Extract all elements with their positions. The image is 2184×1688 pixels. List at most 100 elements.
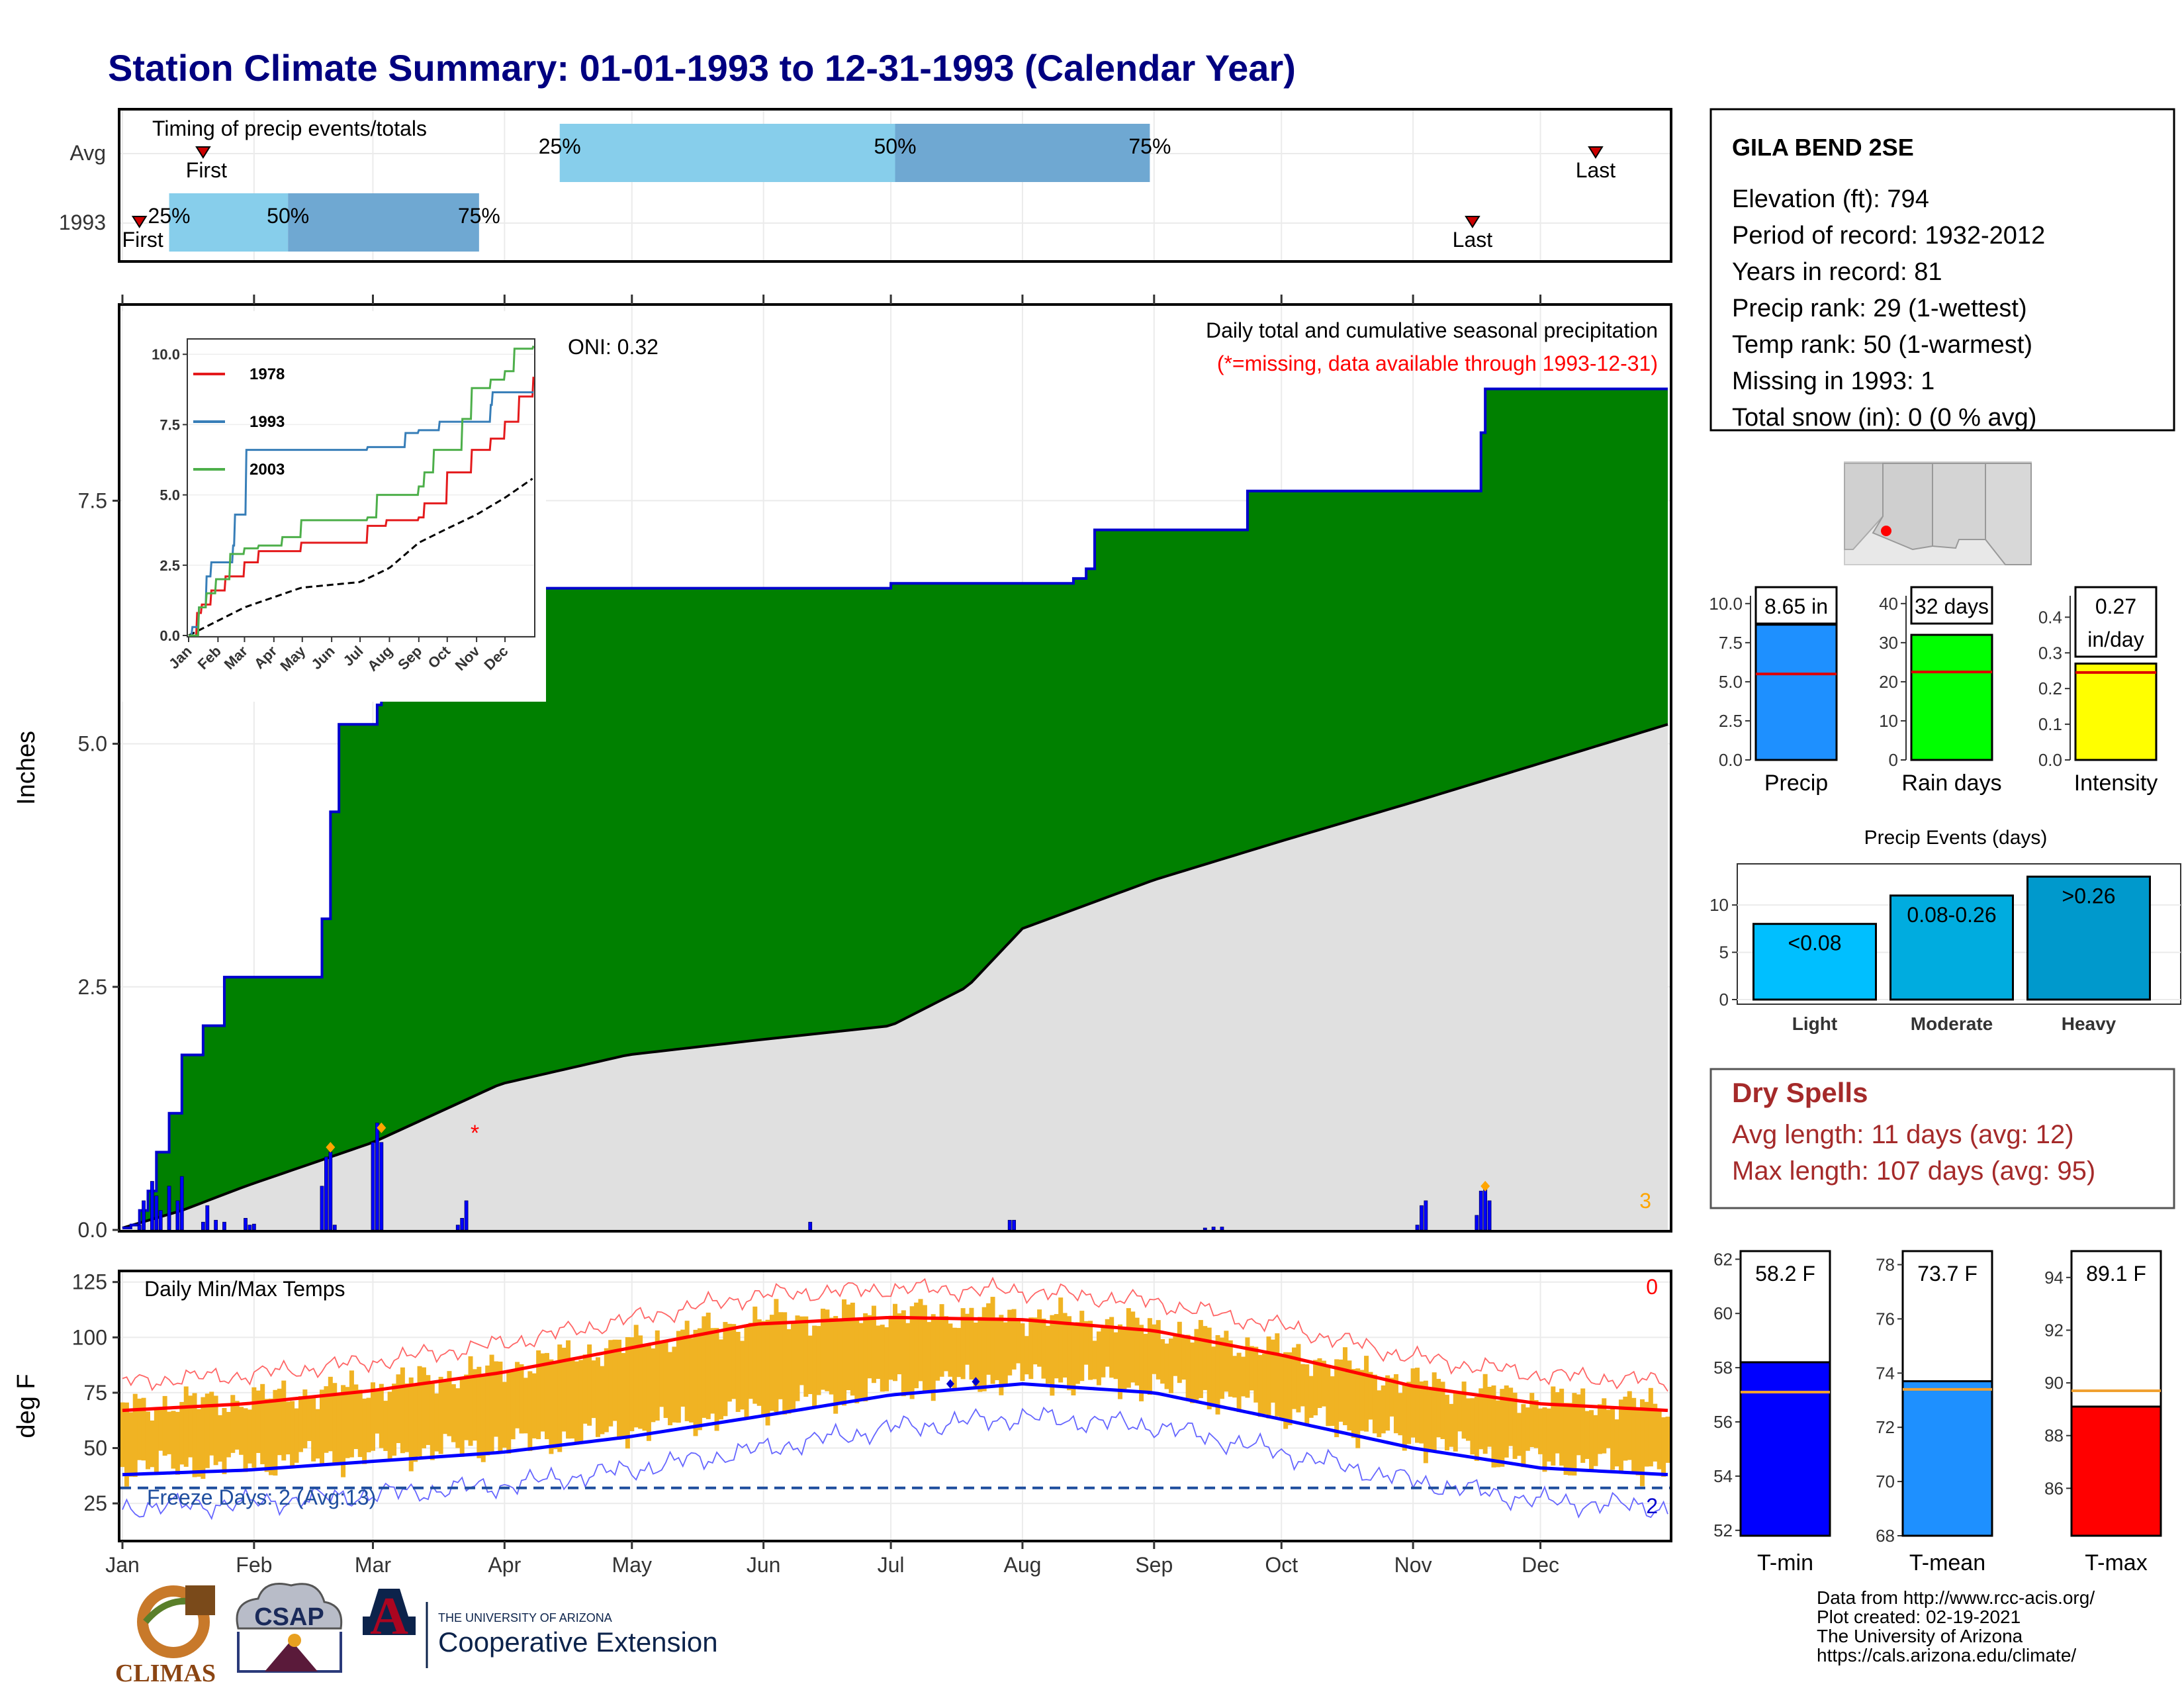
average-precip-area bbox=[122, 724, 1668, 1230]
daily-temp-bar bbox=[540, 1353, 545, 1432]
month-label: Jul bbox=[878, 1553, 905, 1577]
daily-precip-bar bbox=[1007, 1219, 1012, 1231]
avg-tmax-line bbox=[122, 1315, 1668, 1413]
daily-temp-bar bbox=[1194, 1329, 1199, 1400]
daily-temp-bar bbox=[922, 1305, 927, 1393]
daily-temp-bar bbox=[1079, 1311, 1085, 1382]
daily-temp-bar bbox=[1041, 1319, 1046, 1379]
timing-bar-q25-q50 bbox=[169, 193, 289, 252]
daily-temp-bar bbox=[1245, 1337, 1250, 1398]
daily-temp-bar bbox=[1139, 1325, 1144, 1401]
daily-temp-bar bbox=[744, 1324, 749, 1418]
station-line: Period of record: 1932-2012 bbox=[1732, 222, 2045, 250]
daily-temp-bar bbox=[748, 1323, 753, 1399]
temp-corner-bottom: 2 bbox=[1646, 1494, 1658, 1518]
value-box bbox=[1754, 586, 1838, 625]
extreme-marker bbox=[377, 1122, 387, 1133]
daily-temp-bar bbox=[914, 1302, 919, 1389]
y-tick-label: 74 bbox=[1876, 1363, 1895, 1383]
daily-temp-bar bbox=[480, 1375, 486, 1462]
daily-temp-bar bbox=[128, 1412, 134, 1477]
daily-temp-bar bbox=[1593, 1415, 1598, 1466]
daily-temp-bar bbox=[1533, 1400, 1539, 1448]
inset-y-tick: 10.0 bbox=[152, 346, 180, 363]
y-tick-label: 0.3 bbox=[2038, 643, 2062, 663]
daily-temp-bar bbox=[1614, 1419, 1619, 1467]
daily-temp-bar bbox=[1011, 1309, 1017, 1370]
daily-temp-bar bbox=[396, 1374, 401, 1444]
daily-temp-bar bbox=[854, 1317, 860, 1403]
y-tick-label: 20 bbox=[1879, 672, 1898, 692]
daily-temp-bar bbox=[574, 1361, 579, 1445]
daily-temp-bar bbox=[1283, 1352, 1289, 1429]
daily-temp-bar bbox=[1092, 1340, 1097, 1380]
daily-temp-bar bbox=[328, 1376, 333, 1452]
daily-temp-bar bbox=[485, 1365, 490, 1456]
daily-temp-bar bbox=[1436, 1379, 1441, 1438]
daily-precip-bar bbox=[1479, 1190, 1483, 1231]
daily-temp-bar bbox=[260, 1383, 265, 1464]
daily-temp-bar bbox=[566, 1340, 571, 1439]
daily-temp-bar bbox=[1028, 1317, 1034, 1380]
daily-temp-bar bbox=[1415, 1368, 1420, 1443]
daily-temp-bar bbox=[1067, 1316, 1072, 1391]
daily-temp-bar bbox=[519, 1364, 524, 1434]
daily-temp-bar bbox=[120, 1402, 125, 1468]
last-marker bbox=[1588, 146, 1604, 159]
pct-label: 25% bbox=[148, 204, 191, 228]
dry-spells-box: Dry Spells Avg length: 11 days (avg: 12)… bbox=[1709, 1068, 2175, 1209]
event-bar bbox=[1752, 923, 1877, 1001]
daily-temp-bar bbox=[1249, 1346, 1254, 1391]
daily-temp-bar bbox=[251, 1387, 257, 1468]
month-label: Jun bbox=[747, 1553, 781, 1577]
timing-bar-q25-q50 bbox=[559, 124, 895, 182]
daily-precip-bar bbox=[464, 1200, 469, 1231]
value-label: 32 days bbox=[1915, 594, 1989, 618]
daily-temp-bar bbox=[1266, 1336, 1271, 1419]
daily-temp-bar bbox=[1032, 1317, 1038, 1365]
y-tick-label: 5.0 bbox=[1719, 672, 1743, 692]
daily-temp-bar bbox=[1479, 1388, 1484, 1450]
daily-precip-bar bbox=[201, 1221, 205, 1231]
inset-series-line bbox=[189, 391, 533, 637]
temp-bar bbox=[1901, 1380, 1993, 1537]
daily-temp-bar bbox=[285, 1401, 291, 1455]
daily-precip-bar bbox=[1475, 1215, 1479, 1231]
ua-logo-big: Cooperative Extension bbox=[438, 1626, 718, 1658]
daily-temp-bar bbox=[1147, 1318, 1152, 1395]
daily-temp-bar bbox=[544, 1352, 549, 1440]
temp-value-label: 73.7 F bbox=[1917, 1262, 1978, 1286]
first-marker bbox=[195, 146, 211, 159]
daily-temp-bar bbox=[1330, 1376, 1335, 1427]
y-tick-label: 0 bbox=[1889, 750, 1898, 770]
daily-temp-bar bbox=[502, 1382, 507, 1448]
daily-temp-bar bbox=[1105, 1319, 1110, 1367]
daily-temp-bar bbox=[663, 1340, 668, 1419]
daily-temp-bar bbox=[1037, 1309, 1042, 1367]
daily-temp-bar bbox=[1024, 1336, 1029, 1375]
temp-ylabel: deg F bbox=[13, 1374, 40, 1438]
daily-temp-bar bbox=[888, 1315, 893, 1380]
daily-temp-bar bbox=[400, 1367, 405, 1454]
daily-temp-bar bbox=[1347, 1360, 1352, 1430]
daily-temp-bar bbox=[1020, 1323, 1025, 1382]
daily-temp-bar bbox=[430, 1381, 435, 1460]
daily-temp-bar bbox=[1576, 1394, 1581, 1456]
daily-temp-bar bbox=[927, 1322, 932, 1391]
daily-temp-bar bbox=[1563, 1403, 1569, 1476]
y-tick-label: 72 bbox=[1876, 1417, 1895, 1437]
daily-temp-bar bbox=[1495, 1400, 1500, 1468]
daily-temp-bar bbox=[319, 1389, 324, 1466]
month-label: Nov bbox=[1394, 1553, 1432, 1577]
daily-temp-bar bbox=[1126, 1308, 1131, 1388]
daily-temp-bar bbox=[600, 1366, 605, 1434]
daily-temp-bar bbox=[150, 1420, 155, 1468]
pct-label: 75% bbox=[458, 204, 500, 228]
avg-tmin-line bbox=[122, 1382, 1668, 1477]
daily-temp-bar bbox=[1198, 1320, 1203, 1399]
y-tick-label: 90 bbox=[2044, 1373, 2064, 1393]
y-tick-label: 75 bbox=[83, 1381, 107, 1405]
legend-label: 2003 bbox=[250, 461, 285, 479]
daily-temp-bar bbox=[1610, 1408, 1615, 1470]
daily-temp-bar bbox=[273, 1389, 278, 1476]
